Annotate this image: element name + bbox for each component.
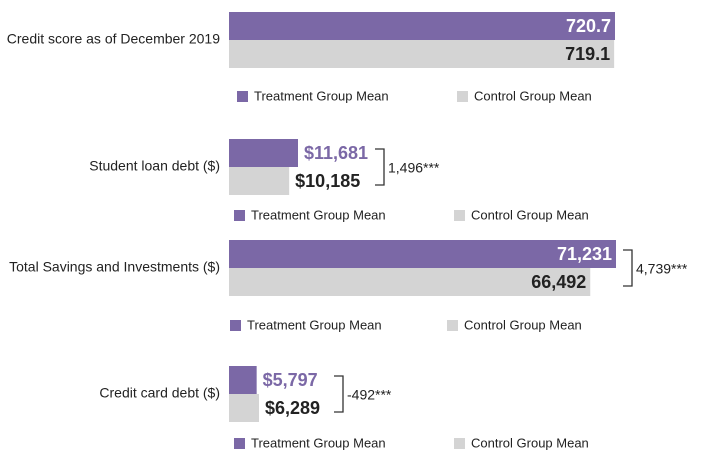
bar xyxy=(229,139,298,167)
value-label: $5,797 xyxy=(263,370,318,390)
legend-swatch xyxy=(234,210,245,221)
value-label: 66,492 xyxy=(531,272,586,292)
legend-swatch xyxy=(237,91,248,102)
category-label: Credit card debt ($) xyxy=(99,385,220,401)
bar xyxy=(229,394,259,422)
legend-swatch xyxy=(454,210,465,221)
difference-label: 4,739*** xyxy=(636,261,688,277)
legend-label: Control Group Mean xyxy=(464,317,582,332)
category-label: Student loan debt ($) xyxy=(89,158,220,174)
legend-label: Control Group Mean xyxy=(471,207,589,222)
difference-bracket xyxy=(375,148,385,186)
legend-swatch xyxy=(454,438,465,449)
difference-label: -492*** xyxy=(347,387,392,403)
bar xyxy=(229,268,591,296)
bar xyxy=(229,40,615,68)
legend-label: Treatment Group Mean xyxy=(251,435,386,450)
legend-swatch xyxy=(447,320,458,331)
difference-bracket xyxy=(623,249,633,287)
bar xyxy=(229,167,290,195)
difference-label: 1,496*** xyxy=(388,160,440,176)
category-label: Total Savings and Investments ($) xyxy=(9,259,220,275)
bar xyxy=(229,240,616,268)
value-label: 719.1 xyxy=(565,44,610,64)
legend-label: Control Group Mean xyxy=(471,435,589,450)
category-label: Credit score as of December 2019 xyxy=(7,31,220,47)
legend-swatch xyxy=(230,320,241,331)
legend-swatch xyxy=(234,438,245,449)
value-label: $6,289 xyxy=(265,398,320,418)
legend-label: Treatment Group Mean xyxy=(247,317,382,332)
bar xyxy=(229,366,257,394)
value-label: $11,681 xyxy=(304,143,368,163)
bar xyxy=(229,12,615,40)
value-label: $10,185 xyxy=(295,171,360,191)
legend-label: Treatment Group Mean xyxy=(254,88,389,103)
legend-label: Control Group Mean xyxy=(474,88,592,103)
legend-label: Treatment Group Mean xyxy=(251,207,386,222)
legend-swatch xyxy=(457,91,468,102)
value-label: 720.7 xyxy=(566,16,611,36)
value-label: 71,231 xyxy=(557,244,612,264)
difference-bracket xyxy=(334,375,344,413)
